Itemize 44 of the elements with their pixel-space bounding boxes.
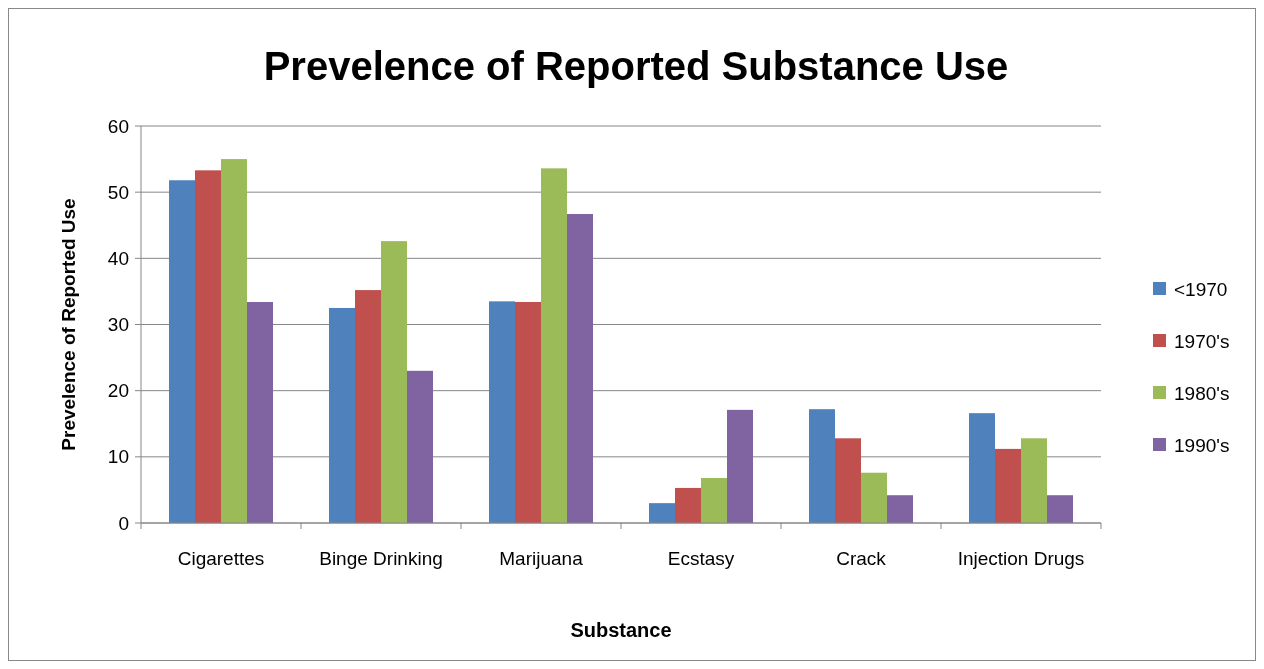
bar bbox=[1021, 438, 1047, 523]
bar bbox=[489, 301, 515, 523]
x-tick-label: Ecstasy bbox=[667, 548, 735, 569]
legend-label: 1990's bbox=[1174, 434, 1230, 456]
legend-label: 1980's bbox=[1174, 382, 1230, 404]
x-tick-label: Crack bbox=[836, 548, 887, 569]
chart-title: Prevelence of Reported Substance Use bbox=[263, 44, 1009, 88]
bar bbox=[329, 307, 355, 523]
x-tick-label: Injection Drugs bbox=[957, 548, 1085, 569]
bar bbox=[381, 241, 407, 523]
bar bbox=[995, 448, 1021, 523]
bar bbox=[969, 413, 995, 523]
bar bbox=[407, 370, 433, 523]
y-tick-label: 10 bbox=[107, 446, 129, 468]
bar bbox=[169, 180, 195, 523]
bar bbox=[649, 503, 675, 523]
x-tick-label: Cigarettes bbox=[177, 548, 265, 569]
bar bbox=[1047, 495, 1073, 523]
y-tick-label: 60 bbox=[107, 115, 129, 137]
y-tick-label: 40 bbox=[107, 247, 129, 269]
x-tick-label: Binge Drinking bbox=[319, 548, 443, 569]
bar bbox=[195, 170, 221, 523]
bar bbox=[835, 438, 861, 523]
x-tick-label: Marijuana bbox=[499, 548, 584, 569]
bar bbox=[887, 495, 913, 523]
bar bbox=[861, 472, 887, 523]
y-tick-label: 0 bbox=[118, 512, 129, 534]
legend-label: <1970 bbox=[1174, 278, 1228, 300]
bar bbox=[541, 168, 567, 523]
bar bbox=[355, 290, 381, 523]
legend-label: 1970's bbox=[1174, 330, 1230, 352]
y-tick-label: 50 bbox=[107, 181, 129, 203]
bar bbox=[727, 409, 753, 523]
bar bbox=[675, 487, 701, 523]
y-tick-label: 30 bbox=[107, 314, 129, 336]
x-axis-title: Substance bbox=[570, 619, 672, 641]
bar bbox=[515, 302, 541, 523]
y-axis-title: Prevelence of Reported Use bbox=[58, 198, 79, 451]
bar bbox=[567, 214, 593, 523]
bar bbox=[809, 409, 835, 523]
bar bbox=[701, 478, 727, 523]
y-tick-label: 20 bbox=[107, 380, 129, 402]
bar bbox=[247, 302, 273, 523]
bar bbox=[221, 159, 247, 523]
